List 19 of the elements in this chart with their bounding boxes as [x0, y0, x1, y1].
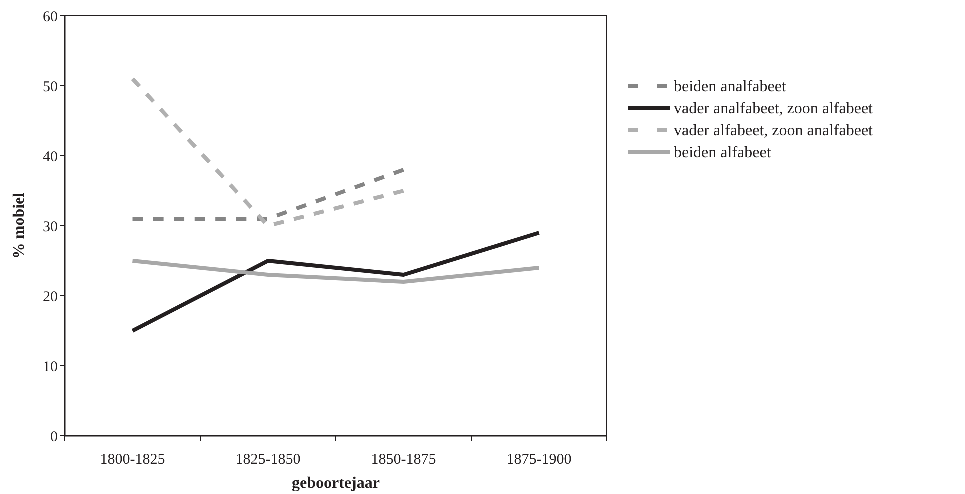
y-tick-label: 50 — [43, 79, 58, 96]
legend-label: vader alfabeet, zoon analfabeet — [674, 122, 874, 140]
x-tick-label: 1875-1900 — [506, 452, 572, 468]
y-tick-label: 20 — [43, 289, 58, 306]
y-tick-label: 40 — [43, 149, 58, 166]
x-tick-label: 1850-1875 — [371, 452, 436, 468]
y-tick-label: 30 — [43, 219, 58, 236]
y-tick-label: 10 — [43, 359, 58, 376]
legend-label: beiden alfabeet — [674, 144, 772, 162]
x-tick-label: 1825-1850 — [236, 452, 301, 468]
legend-label: vader analfabeet, zoon alfabeet — [674, 100, 874, 118]
legend-label: beiden analfabeet — [674, 78, 787, 96]
y-axis-title: % mobiel — [11, 192, 28, 260]
y-tick-label: 60 — [43, 9, 58, 26]
x-tick-label: 1800-1825 — [100, 452, 166, 468]
y-tick-label: 0 — [50, 429, 58, 446]
x-axis-title: geboortejaar — [292, 475, 380, 492]
line-series — [130, 259, 542, 284]
line-series — [130, 231, 542, 333]
